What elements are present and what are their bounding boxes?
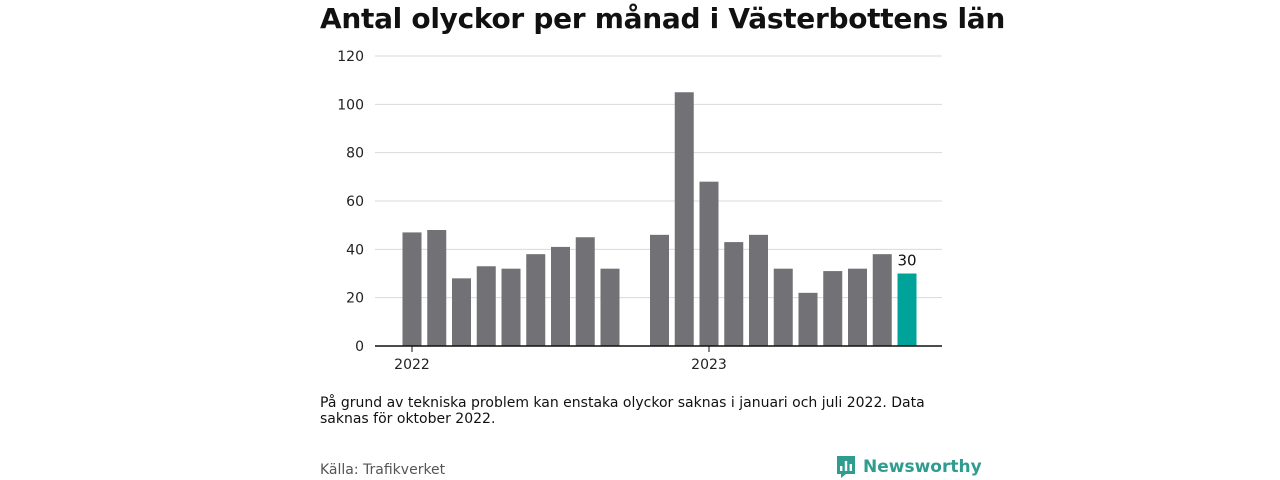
bar-2022-02: [427, 230, 447, 346]
bar-2022-05: [501, 268, 521, 346]
bar-chart-speech-bubble-icon: [837, 456, 855, 478]
y-tick-label: 20: [346, 291, 364, 307]
bar-2022-11: [650, 234, 669, 346]
bar-2022-03: [452, 278, 471, 346]
bar-2022-01: [402, 232, 422, 346]
y-tick-label: 0: [355, 339, 364, 355]
bar-2022-04: [476, 266, 496, 346]
bar-2023-02: [724, 242, 744, 346]
data-label: 30: [897, 252, 916, 270]
bar-2023-08: [872, 254, 892, 346]
bar-2023-09: [897, 273, 917, 346]
bar-2023-07: [848, 268, 867, 346]
bar-2023-05: [798, 292, 818, 346]
footnote: På grund av tekniska problem kan enstaka…: [320, 395, 925, 427]
y-axis-tick-labels: 0 20 40 60 80 100 120: [337, 49, 364, 355]
y-tick-label: 80: [346, 146, 364, 162]
bar-2023-04: [773, 268, 793, 346]
bar-2022-09: [600, 268, 620, 346]
brand-name: Newsworthy: [863, 457, 982, 477]
bar-2023-01: [699, 181, 719, 346]
y-tick-label: 40: [346, 242, 364, 258]
bar-2023-06: [823, 271, 843, 346]
bar-chart: 0 20 40 60 80 100 120 30 2022 2023: [337, 49, 942, 373]
y-tick-label: 100: [337, 97, 364, 113]
bar-2022-08: [575, 237, 595, 346]
bar-2023-03: [749, 234, 768, 346]
brand-logo: Newsworthy: [835, 455, 982, 479]
x-axis-ticks: 2022 2023: [394, 346, 727, 373]
bar-2022-12: [674, 92, 694, 346]
bar-2022-06: [526, 254, 546, 346]
x-tick-label: 2022: [394, 357, 430, 373]
y-tick-label: 120: [337, 49, 364, 65]
source-label: Källa: Trafikverket: [320, 462, 446, 478]
x-tick-label: 2023: [691, 357, 727, 373]
bars: [402, 92, 917, 346]
bar-2022-07: [551, 246, 570, 346]
y-tick-label: 60: [346, 194, 364, 210]
chart-title: Antal olyckor per månad i Västerbottens …: [320, 2, 1005, 35]
data-labels: 30: [897, 252, 916, 270]
